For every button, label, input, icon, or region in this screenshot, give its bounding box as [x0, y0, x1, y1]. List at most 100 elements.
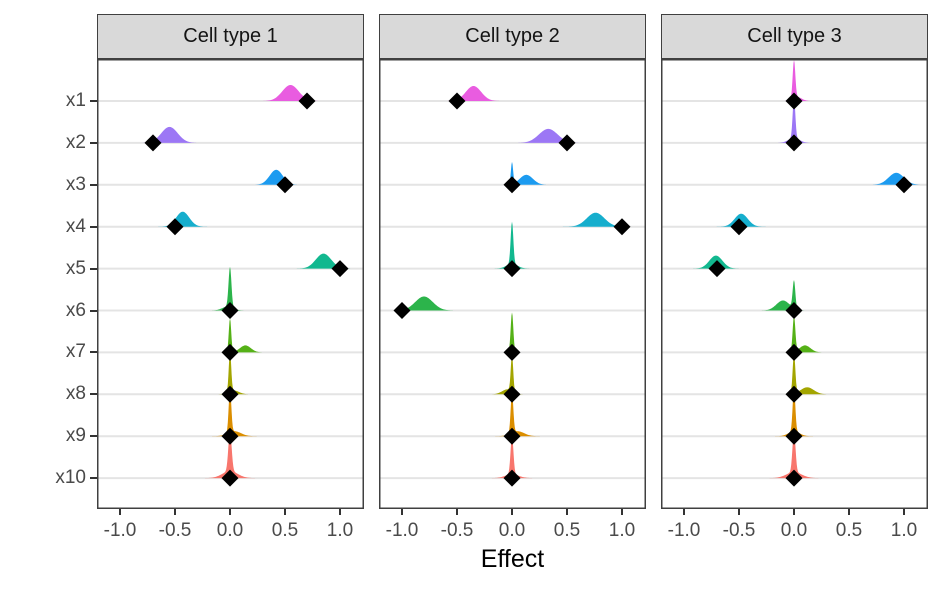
density-ridge-x6 — [379, 296, 646, 311]
facet-title: Cell type 3 — [747, 25, 842, 47]
point-diamond-x10 — [503, 469, 521, 487]
x-axis-tick — [339, 509, 341, 515]
density-ridge-x5 — [661, 255, 928, 269]
x-tick-label: -0.5 — [440, 520, 474, 541]
point-diamond-x6 — [785, 302, 803, 319]
y-axis-label: x2 — [65, 131, 86, 153]
point-diamond-x7 — [221, 343, 239, 361]
point-diamond-x8 — [785, 385, 803, 403]
y-axis-tick — [90, 267, 97, 270]
point-diamond-x8 — [503, 385, 521, 403]
density-ridge-x2 — [661, 97, 928, 143]
facet-panel — [379, 59, 646, 509]
x-axis-tick — [793, 509, 795, 515]
x-axis-tick — [683, 509, 685, 515]
point-diamond-x1 — [785, 92, 803, 110]
y-axis-tick — [90, 141, 97, 144]
y-axis-label: x7 — [65, 341, 86, 363]
panel-border — [661, 59, 928, 509]
point-diamond-x2 — [558, 134, 576, 152]
point-diamond-x3 — [276, 176, 294, 194]
x-axis-tick — [284, 509, 286, 515]
y-axis-label: x9 — [65, 425, 86, 447]
x-axis-tick — [903, 509, 905, 515]
facet-strip-cell-type-3: Cell type 3 — [661, 14, 928, 59]
point-diamond-x5 — [503, 260, 521, 278]
point-diamond-x7 — [785, 343, 803, 361]
x-axis-tick — [174, 509, 176, 515]
density-ridge-x6 — [97, 266, 364, 311]
point-diamond-x8 — [221, 385, 239, 403]
density-ridge-x5 — [97, 253, 364, 269]
facet-strip-cell-type-1: Cell type 1 — [97, 14, 364, 59]
x-axis-tick — [511, 509, 513, 515]
x-axis-tick — [848, 509, 850, 515]
x-tick-label: 1.0 — [326, 520, 354, 541]
point-diamond-x5 — [708, 260, 726, 278]
density-ridge-x4 — [661, 213, 928, 227]
point-diamond-x6 — [393, 302, 411, 319]
y-axis-label: x8 — [65, 383, 86, 405]
point-diamond-x4 — [613, 218, 631, 236]
y-axis-label: x3 — [65, 173, 86, 195]
density-ridge-x10 — [661, 432, 928, 479]
density-ridge-x10 — [379, 436, 646, 479]
x-tick-label: 0.0 — [216, 520, 244, 541]
y-axis-tick — [90, 477, 97, 480]
y-axis-label: x5 — [65, 257, 86, 279]
point-diamond-x10 — [221, 469, 239, 487]
x-axis-tick — [229, 509, 231, 515]
x-tick-label: 0.5 — [835, 520, 863, 541]
density-ridge-x10 — [97, 431, 364, 479]
x-axis-tick — [456, 509, 458, 515]
density-ridge-x3 — [379, 161, 646, 185]
y-axis-label: x10 — [55, 467, 86, 489]
point-diamond-x4 — [166, 218, 184, 236]
point-diamond-x3 — [895, 176, 913, 194]
facet-title: Cell type 2 — [465, 25, 560, 47]
x-axis-tick — [621, 509, 623, 515]
y-axis-tick — [90, 393, 97, 396]
facet-panel — [661, 59, 928, 509]
y-axis-tick — [90, 351, 97, 354]
x-tick-label: 0.5 — [553, 520, 581, 541]
density-ridge-x4 — [379, 212, 646, 227]
density-ridge-x3 — [97, 169, 364, 185]
x-axis-tick — [566, 509, 568, 515]
x-tick-label: 0.0 — [498, 520, 526, 541]
panel-border — [379, 59, 646, 509]
point-diamond-x5 — [331, 260, 349, 278]
y-axis-label: x1 — [65, 90, 86, 111]
density-ridge-x1 — [97, 85, 364, 101]
facet-title: Cell type 1 — [183, 25, 278, 47]
x-tick-label: -1.0 — [385, 520, 419, 541]
panel-border — [97, 59, 364, 509]
x-axis-tick — [119, 509, 121, 515]
x-axis-tick — [401, 509, 403, 515]
point-diamond-x9 — [221, 427, 239, 445]
density-ridge-x8 — [97, 350, 364, 395]
density-ridge-x2 — [97, 126, 364, 143]
density-ridge-x6 — [661, 280, 928, 311]
density-ridge-x9 — [379, 392, 646, 437]
density-ridge-x9 — [97, 389, 364, 437]
x-tick-label: 0.0 — [780, 520, 808, 541]
point-diamond-x1 — [298, 92, 316, 110]
y-axis-tick — [90, 183, 97, 186]
point-diamond-x4 — [730, 218, 748, 236]
point-diamond-x9 — [503, 427, 521, 445]
point-diamond-x2 — [785, 134, 803, 152]
density-ridge-x2 — [379, 128, 646, 143]
density-ridge-x1 — [661, 59, 928, 101]
density-ridge-x1 — [379, 86, 646, 101]
density-ridge-x5 — [379, 221, 646, 269]
facet-strip-cell-type-2: Cell type 2 — [379, 14, 646, 59]
point-diamond-x7 — [503, 343, 521, 361]
point-diamond-x10 — [785, 469, 803, 487]
x-tick-label: -0.5 — [158, 520, 192, 541]
facet-panel — [97, 59, 364, 509]
density-ridge-x7 — [379, 312, 646, 353]
density-ridge-x8 — [661, 353, 928, 395]
density-ridge-x9 — [661, 388, 928, 437]
